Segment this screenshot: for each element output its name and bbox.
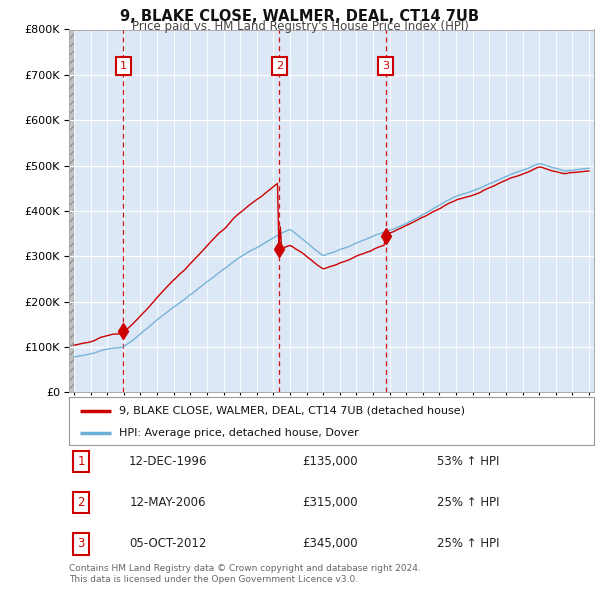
Bar [65,30,74,392]
Text: 1: 1 [77,455,85,468]
Text: 2: 2 [276,61,283,71]
Text: 9, BLAKE CLOSE, WALMER, DEAL, CT14 7UB: 9, BLAKE CLOSE, WALMER, DEAL, CT14 7UB [121,9,479,24]
Text: £315,000: £315,000 [302,496,358,509]
Text: This data is licensed under the Open Government Licence v3.0.: This data is licensed under the Open Gov… [69,575,358,584]
Text: 1: 1 [119,61,127,71]
Text: 25% ↑ HPI: 25% ↑ HPI [437,537,499,550]
Text: £345,000: £345,000 [302,537,358,550]
Text: Price paid vs. HM Land Registry's House Price Index (HPI): Price paid vs. HM Land Registry's House … [131,20,469,33]
Text: 2: 2 [77,496,85,509]
Text: 05-OCT-2012: 05-OCT-2012 [130,537,206,550]
Text: 3: 3 [382,61,389,71]
Text: 9, BLAKE CLOSE, WALMER, DEAL, CT14 7UB (detached house): 9, BLAKE CLOSE, WALMER, DEAL, CT14 7UB (… [119,405,465,415]
Text: HPI: Average price, detached house, Dover: HPI: Average price, detached house, Dove… [119,428,359,438]
Text: Contains HM Land Registry data © Crown copyright and database right 2024.: Contains HM Land Registry data © Crown c… [69,565,421,573]
Text: 53% ↑ HPI: 53% ↑ HPI [437,455,499,468]
Text: 12-DEC-1996: 12-DEC-1996 [129,455,207,468]
Text: 3: 3 [77,537,85,550]
Text: 12-MAY-2006: 12-MAY-2006 [130,496,206,509]
Text: £135,000: £135,000 [302,455,358,468]
Text: 25% ↑ HPI: 25% ↑ HPI [437,496,499,509]
